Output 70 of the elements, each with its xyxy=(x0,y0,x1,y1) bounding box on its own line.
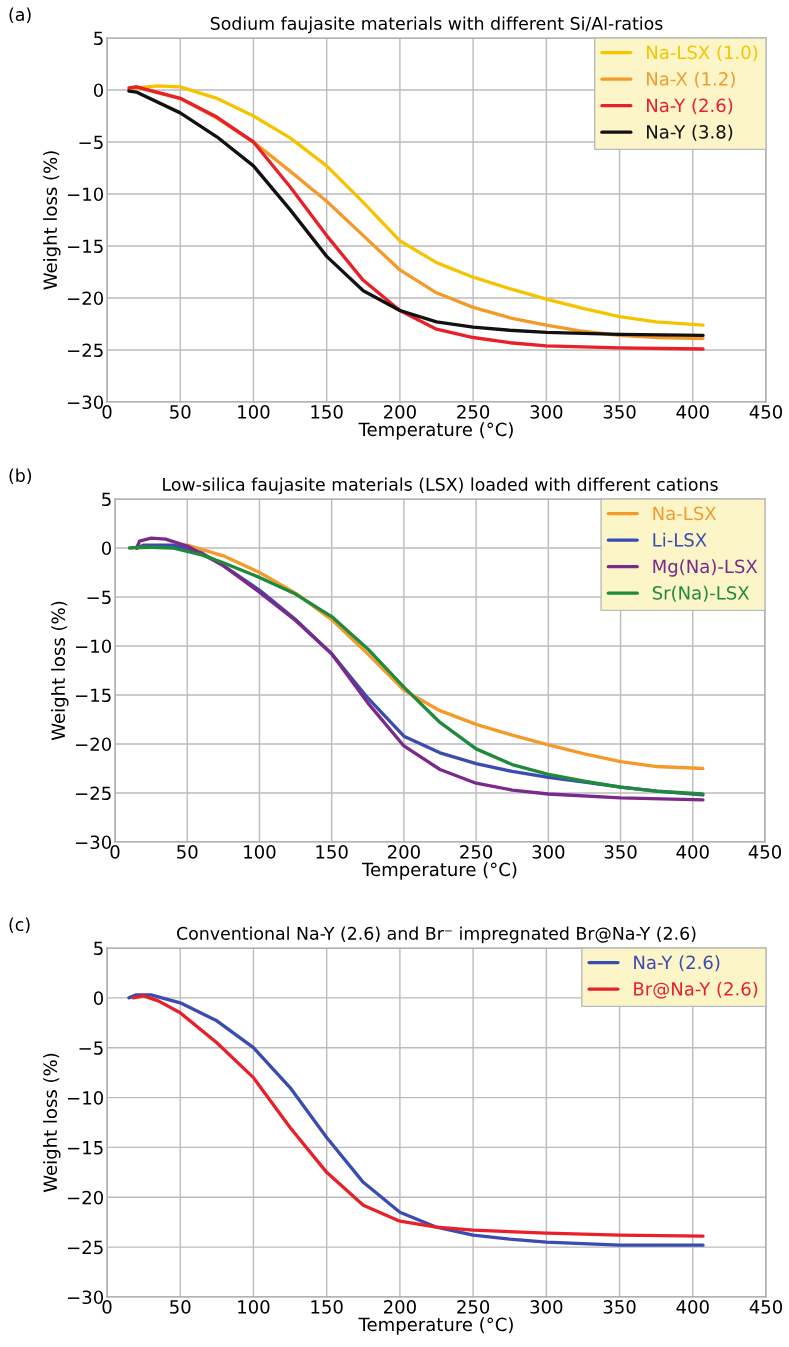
x-tick-label: 150 xyxy=(311,1300,343,1314)
y-tick-label: 5 xyxy=(102,492,111,507)
legend-label: Na-Y (2.6) xyxy=(647,98,733,115)
x-tick-label: 100 xyxy=(238,1300,270,1314)
x-axis-title: Temperature (°C) xyxy=(362,862,517,880)
legend-label: Na-X (1.2) xyxy=(647,71,735,88)
y-tick-label: −25 xyxy=(68,343,103,358)
text: (b) xyxy=(9,468,32,485)
y-tick-label: 5 xyxy=(94,31,103,46)
x-tick-label: 100 xyxy=(244,845,276,859)
y-tick-label: 0 xyxy=(93,991,104,1005)
legend-label: Sr(Na)-LSX xyxy=(652,585,750,602)
y-tick-label: −15 xyxy=(68,239,103,254)
y-tick-label: 0 xyxy=(93,83,104,98)
x-axis-title: Temperature (°C) xyxy=(358,1317,513,1335)
legend-label: Mg(Na)-LSX xyxy=(653,559,758,577)
x-tick-label: 300 xyxy=(530,1300,563,1314)
y-axis-title: Weight loss (%) xyxy=(43,151,61,290)
y-tick-label: 5 xyxy=(94,941,103,956)
x-tick-label: 300 xyxy=(532,845,565,859)
legend-label: Li-LSX xyxy=(653,532,707,547)
chart-title: Conventional Na-Y (2.6) and Br⁻ impregnated Br@Na-Y (2.6) xyxy=(177,926,696,944)
x-tick-label: 50 xyxy=(170,405,191,419)
y-tick-label: −25 xyxy=(76,786,111,801)
y-tick-label: −25 xyxy=(68,1240,103,1255)
y-tick-label: −15 xyxy=(68,1141,103,1155)
x-tick-label: 300 xyxy=(530,405,563,419)
y-tick-label: −10 xyxy=(76,639,112,654)
x-tick-label: 400 xyxy=(676,405,709,419)
text: (c) xyxy=(9,917,30,934)
x-tick-label: 50 xyxy=(177,845,198,859)
legend-label: Na-LSX (1.0) xyxy=(647,45,758,62)
y-axis-title: Weight loss (%) xyxy=(51,601,69,741)
x-tick-label: 400 xyxy=(676,845,709,859)
x-tick-label: 450 xyxy=(748,845,782,859)
y-tick-label: −20 xyxy=(76,737,112,752)
legend-label: Na-Y (2.6) xyxy=(634,955,720,972)
x-tick-label: 100 xyxy=(238,405,270,419)
legend-label: Br@Na-Y (2.6) xyxy=(634,981,758,999)
x-tick-label: 200 xyxy=(383,1300,416,1314)
x-tick-label: 150 xyxy=(311,405,343,419)
x-tick-label: 400 xyxy=(676,1300,709,1314)
chart-title: Sodium faujasite materials with different Si/Al-ratios xyxy=(210,16,663,34)
chart-title: Low-silica faujasite materials (LSX) loaded with different cations xyxy=(163,477,718,495)
x-tick-label: 250 xyxy=(460,845,493,859)
legend-label: Na-LSX xyxy=(653,506,717,521)
x-tick-label: 350 xyxy=(603,1300,636,1314)
x-tick-label: 250 xyxy=(457,405,490,419)
x-axis-title: Temperature (°C) xyxy=(358,422,513,440)
x-tick-label: 450 xyxy=(749,405,783,419)
x-tick-label: 50 xyxy=(170,1300,191,1314)
y-tick-label: −15 xyxy=(76,688,111,703)
x-tick-label: 200 xyxy=(383,405,416,419)
y-axis-title: Weight loss (%) xyxy=(43,1053,61,1193)
text: (a) xyxy=(9,7,31,24)
y-tick-label: −10 xyxy=(68,187,104,202)
x-tick-label: 350 xyxy=(604,845,637,859)
y-tick-label: −20 xyxy=(68,291,104,306)
x-tick-label: 350 xyxy=(603,405,636,419)
y-tick-label: −5 xyxy=(87,590,111,605)
x-tick-label: 150 xyxy=(316,845,348,859)
x-tick-label: 450 xyxy=(749,1300,783,1314)
y-tick-label: −5 xyxy=(79,1041,103,1055)
legend-label: Na-Y (3.8) xyxy=(647,124,733,141)
y-tick-label: −20 xyxy=(68,1190,104,1205)
y-tick-label: −5 xyxy=(79,135,103,150)
x-tick-label: 200 xyxy=(387,845,420,859)
y-tick-label: −10 xyxy=(68,1091,104,1105)
y-tick-label: 0 xyxy=(101,541,112,556)
x-tick-label: 250 xyxy=(457,1300,490,1314)
